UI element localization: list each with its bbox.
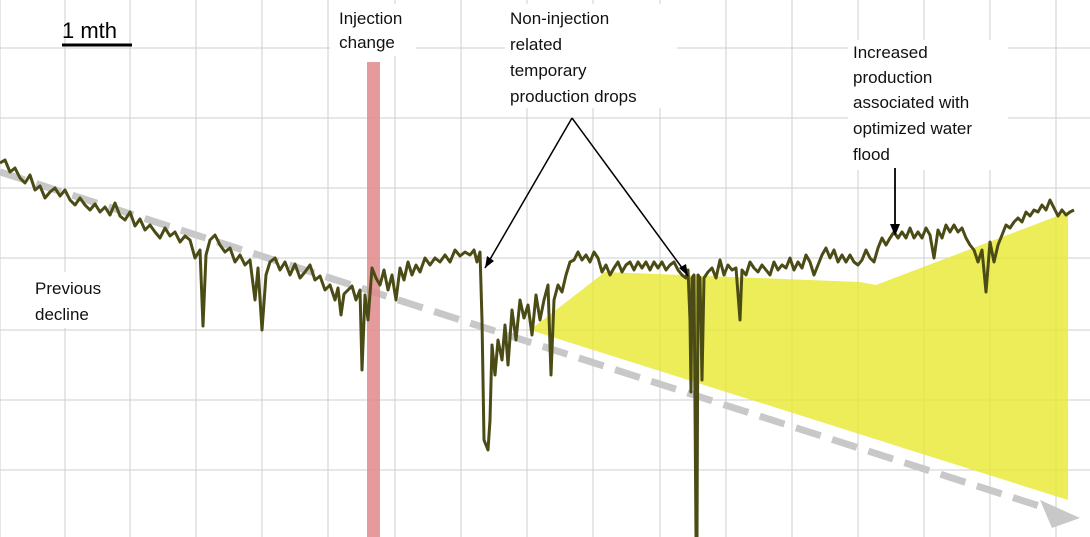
decline-trend-line bbox=[0, 168, 1060, 516]
annotation-line: change bbox=[339, 33, 395, 52]
annotation-increased-production: Increased production associated with opt… bbox=[848, 40, 1008, 236]
annotation-line: production bbox=[853, 68, 932, 87]
annotation-line: associated with bbox=[853, 93, 969, 112]
annotation-previous-decline: Previous decline bbox=[28, 272, 120, 328]
annotation-pointer-head bbox=[679, 264, 688, 276]
annotation-pointer-head bbox=[890, 224, 900, 236]
annotation-line: optimized water bbox=[853, 119, 972, 138]
annotation-bg bbox=[330, 4, 416, 56]
annotation-line: production drops bbox=[510, 87, 637, 106]
decline-arrowhead bbox=[1040, 500, 1080, 528]
annotation-line: flood bbox=[853, 145, 890, 164]
injection-change-band bbox=[367, 62, 380, 537]
production-gain-area bbox=[530, 212, 1068, 500]
annotation-bg bbox=[848, 40, 1008, 170]
svg-text:Non-injection related: Non-injection related temporary producti… bbox=[510, 9, 637, 106]
production-series-line bbox=[0, 158, 1075, 537]
annotation-line: Non-injection bbox=[510, 9, 609, 28]
annotation-pointer bbox=[571, 117, 689, 277]
annotation-line: related bbox=[510, 35, 562, 54]
annotation-line: decline bbox=[35, 305, 89, 324]
annotation-injection-change: Injection change bbox=[330, 4, 416, 56]
svg-text:Injection change: Injection change bbox=[339, 9, 407, 52]
annotation-bg bbox=[28, 272, 120, 328]
svg-text:Increased production: Increased production associated with opt… bbox=[853, 43, 977, 164]
annotation-pointer bbox=[484, 117, 573, 269]
annotation-line: Increased bbox=[853, 43, 928, 62]
annotation-bg bbox=[505, 4, 677, 108]
scale-bar-label: 1 mth bbox=[62, 18, 117, 43]
annotation-line: Previous bbox=[35, 279, 101, 298]
annotation-line: temporary bbox=[510, 61, 587, 80]
decline-trend-arrow bbox=[0, 168, 1080, 528]
annotation-pointer-head bbox=[485, 256, 494, 268]
annotation-non-injection-drops: Non-injection related temporary producti… bbox=[484, 4, 689, 277]
annotation-line: Injection bbox=[339, 9, 402, 28]
svg-text:Previous decline: Previous decline bbox=[35, 279, 106, 324]
